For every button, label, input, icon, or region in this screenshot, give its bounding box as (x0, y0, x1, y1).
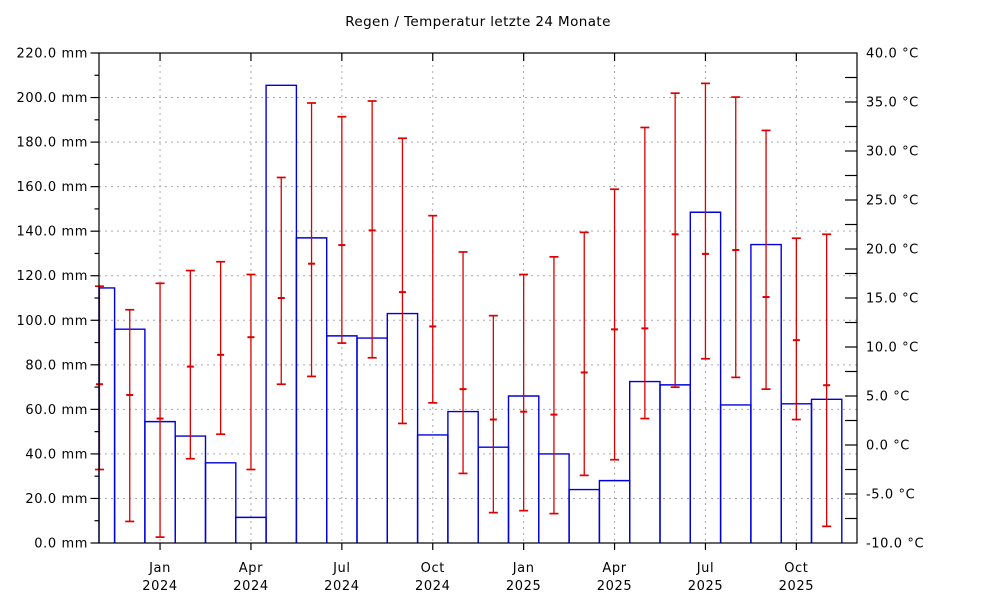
right-axis-label: 15.0 °C (866, 292, 919, 307)
x-axis-month-label: Jul (332, 561, 351, 576)
rain-bar (98, 287, 116, 543)
temp-range (337, 115, 347, 344)
x-axis-year-label: 2024 (324, 579, 359, 594)
rain-bar (416, 434, 449, 543)
rain-bar (356, 337, 388, 543)
left-axis-label: 100.0 mm (17, 314, 88, 329)
right-axis-label: -5.0 °C (866, 488, 915, 503)
left-axis-label: 200.0 mm (17, 91, 88, 106)
right-axis-label: 10.0 °C (866, 341, 919, 356)
temp-range (670, 92, 680, 389)
right-axis-label: 20.0 °C (866, 243, 919, 258)
temp-range (307, 102, 317, 378)
temp-range (125, 308, 135, 523)
temp-range (397, 137, 407, 425)
rain-bar (204, 462, 237, 543)
rain-bar (719, 404, 752, 543)
chart-title: Regen / Temperatur letzte 24 Monate (345, 14, 611, 30)
x-axis-month-label: Jan (512, 561, 535, 576)
temperature-ranges (94, 82, 832, 538)
temp-range (700, 82, 710, 360)
temp-range (761, 129, 771, 390)
x-axis-month-label: Apr (239, 561, 263, 576)
temp-range (731, 96, 741, 379)
left-axis-label: 40.0 mm (25, 447, 88, 462)
temp-range (246, 273, 256, 471)
rain-bar (659, 384, 691, 543)
left-axis-label: 80.0 mm (25, 358, 88, 373)
temp-range (519, 273, 529, 512)
temp-range (791, 237, 801, 421)
temp-range (640, 126, 650, 420)
right-axis-label: 0.0 °C (866, 439, 910, 454)
temp-range (458, 251, 468, 475)
right-axis-label: 30.0 °C (866, 145, 919, 160)
temp-range (367, 100, 377, 359)
temp-range (549, 255, 559, 515)
x-axis-month-label: Jan (148, 561, 171, 576)
x-axis-month-label: Jul (696, 561, 715, 576)
temp-range (155, 282, 165, 538)
rain-bar (568, 488, 601, 543)
temp-range (579, 231, 589, 477)
x-axis-year-label: 2025 (688, 579, 723, 594)
x-axis-year-label: 2024 (233, 579, 268, 594)
left-axis-label: 0.0 mm (34, 537, 88, 552)
rain-bars (98, 84, 843, 543)
left-axis-label: 20.0 mm (25, 492, 88, 507)
right-axis-label: 25.0 °C (866, 194, 919, 209)
temp-range (822, 233, 832, 528)
temp-range (185, 269, 195, 460)
x-axis-year-label: 2025 (779, 579, 814, 594)
left-axis-label: 180.0 mm (17, 136, 88, 151)
axis-labels: 0.0 mm 20.0 mm 40.0 mm 60.0 mm 80.0 mm 100.0 … (17, 47, 924, 595)
x-axis-month-label: Oct (784, 561, 808, 576)
left-axis-label: 220.0 mm (17, 47, 88, 62)
right-axis-label: -10.0 °C (866, 537, 924, 552)
temp-range (488, 314, 498, 514)
right-axis-label: 5.0 °C (866, 390, 910, 405)
left-axis-label: 120.0 mm (17, 269, 88, 284)
x-axis-year-label: 2025 (506, 579, 541, 594)
x-axis-year-label: 2025 (597, 579, 632, 594)
x-axis-month-label: Apr (602, 561, 626, 576)
axis-ticks (90, 52, 857, 550)
x-axis-year-label: 2024 (142, 579, 177, 594)
temp-range (276, 176, 286, 386)
right-axis-label: 40.0 °C (866, 47, 919, 62)
temp-range (610, 188, 620, 461)
left-axis-label: 160.0 mm (17, 180, 88, 195)
temp-range (428, 214, 438, 404)
left-axis-label: 140.0 mm (17, 225, 88, 240)
right-axis-label: 35.0 °C (866, 96, 919, 111)
x-axis-month-label: Oct (421, 561, 445, 576)
left-axis-label: 60.0 mm (25, 403, 88, 418)
x-axis-year-label: 2024 (415, 579, 450, 594)
temp-range (216, 260, 226, 436)
